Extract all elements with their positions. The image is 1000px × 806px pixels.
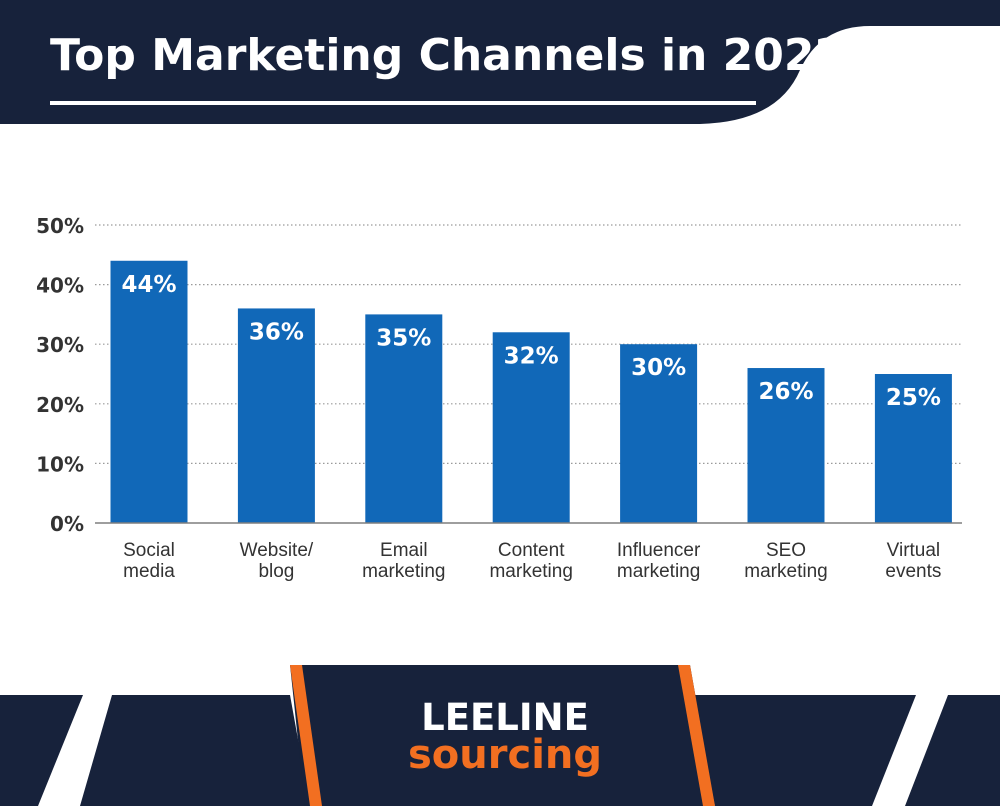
logo-leeline: LEELINE: [421, 696, 589, 739]
x-tick-label: media: [123, 561, 175, 582]
bar: [110, 260, 188, 523]
x-tick-label: marketing: [489, 561, 572, 582]
footer-orange-stripe-right: [678, 665, 715, 806]
x-tick-label: SEO: [766, 540, 806, 561]
x-tick-label: Social: [123, 540, 175, 561]
x-tick-label: blog: [258, 561, 294, 582]
bar: [365, 314, 443, 523]
y-tick-label: 50%: [36, 214, 84, 238]
x-tick-label: marketing: [617, 561, 700, 582]
bar: [492, 332, 570, 523]
footer-band-mid-left: [80, 695, 310, 806]
x-tick-label: marketing: [362, 561, 445, 582]
title-underline: [50, 101, 756, 105]
y-tick-label: 30%: [36, 333, 84, 357]
x-tick-label: Content: [498, 540, 565, 561]
x-tick-label: marketing: [744, 561, 827, 582]
y-tick-label: 0%: [50, 512, 84, 536]
bar-data-label: 25%: [886, 385, 941, 411]
bar-data-label: 36%: [249, 319, 304, 345]
bar: [874, 374, 952, 523]
bar: [237, 308, 315, 523]
bar-data-label: 32%: [504, 343, 559, 369]
footer-band-left: [0, 695, 83, 806]
footer-band-right: [905, 695, 1000, 806]
y-tick-label: 40%: [36, 274, 84, 298]
header-banner: [0, 0, 1000, 124]
footer-logo-panel: [290, 665, 715, 806]
bar: [747, 368, 825, 523]
y-tick-label: 10%: [36, 452, 84, 476]
x-tick-label: Influencer: [617, 540, 701, 561]
x-tick-label: Email: [380, 540, 428, 561]
x-tick-label: Website/: [240, 540, 314, 561]
x-tick-label: events: [885, 561, 941, 582]
logo-sourcing: sourcing: [407, 732, 603, 778]
page-title: Top Marketing Channels in 2022: [50, 30, 846, 81]
footer-orange-stripe-left: [290, 665, 322, 806]
bar-data-label: 35%: [376, 325, 431, 351]
bar-data-label: 30%: [631, 355, 686, 381]
footer-band-mid-right: [692, 695, 916, 806]
bar: [620, 344, 698, 523]
x-tick-label: Virtual: [887, 540, 941, 561]
bar-data-label: 26%: [758, 379, 813, 405]
bar-data-label: 44%: [121, 272, 176, 298]
y-tick-label: 20%: [36, 393, 84, 417]
